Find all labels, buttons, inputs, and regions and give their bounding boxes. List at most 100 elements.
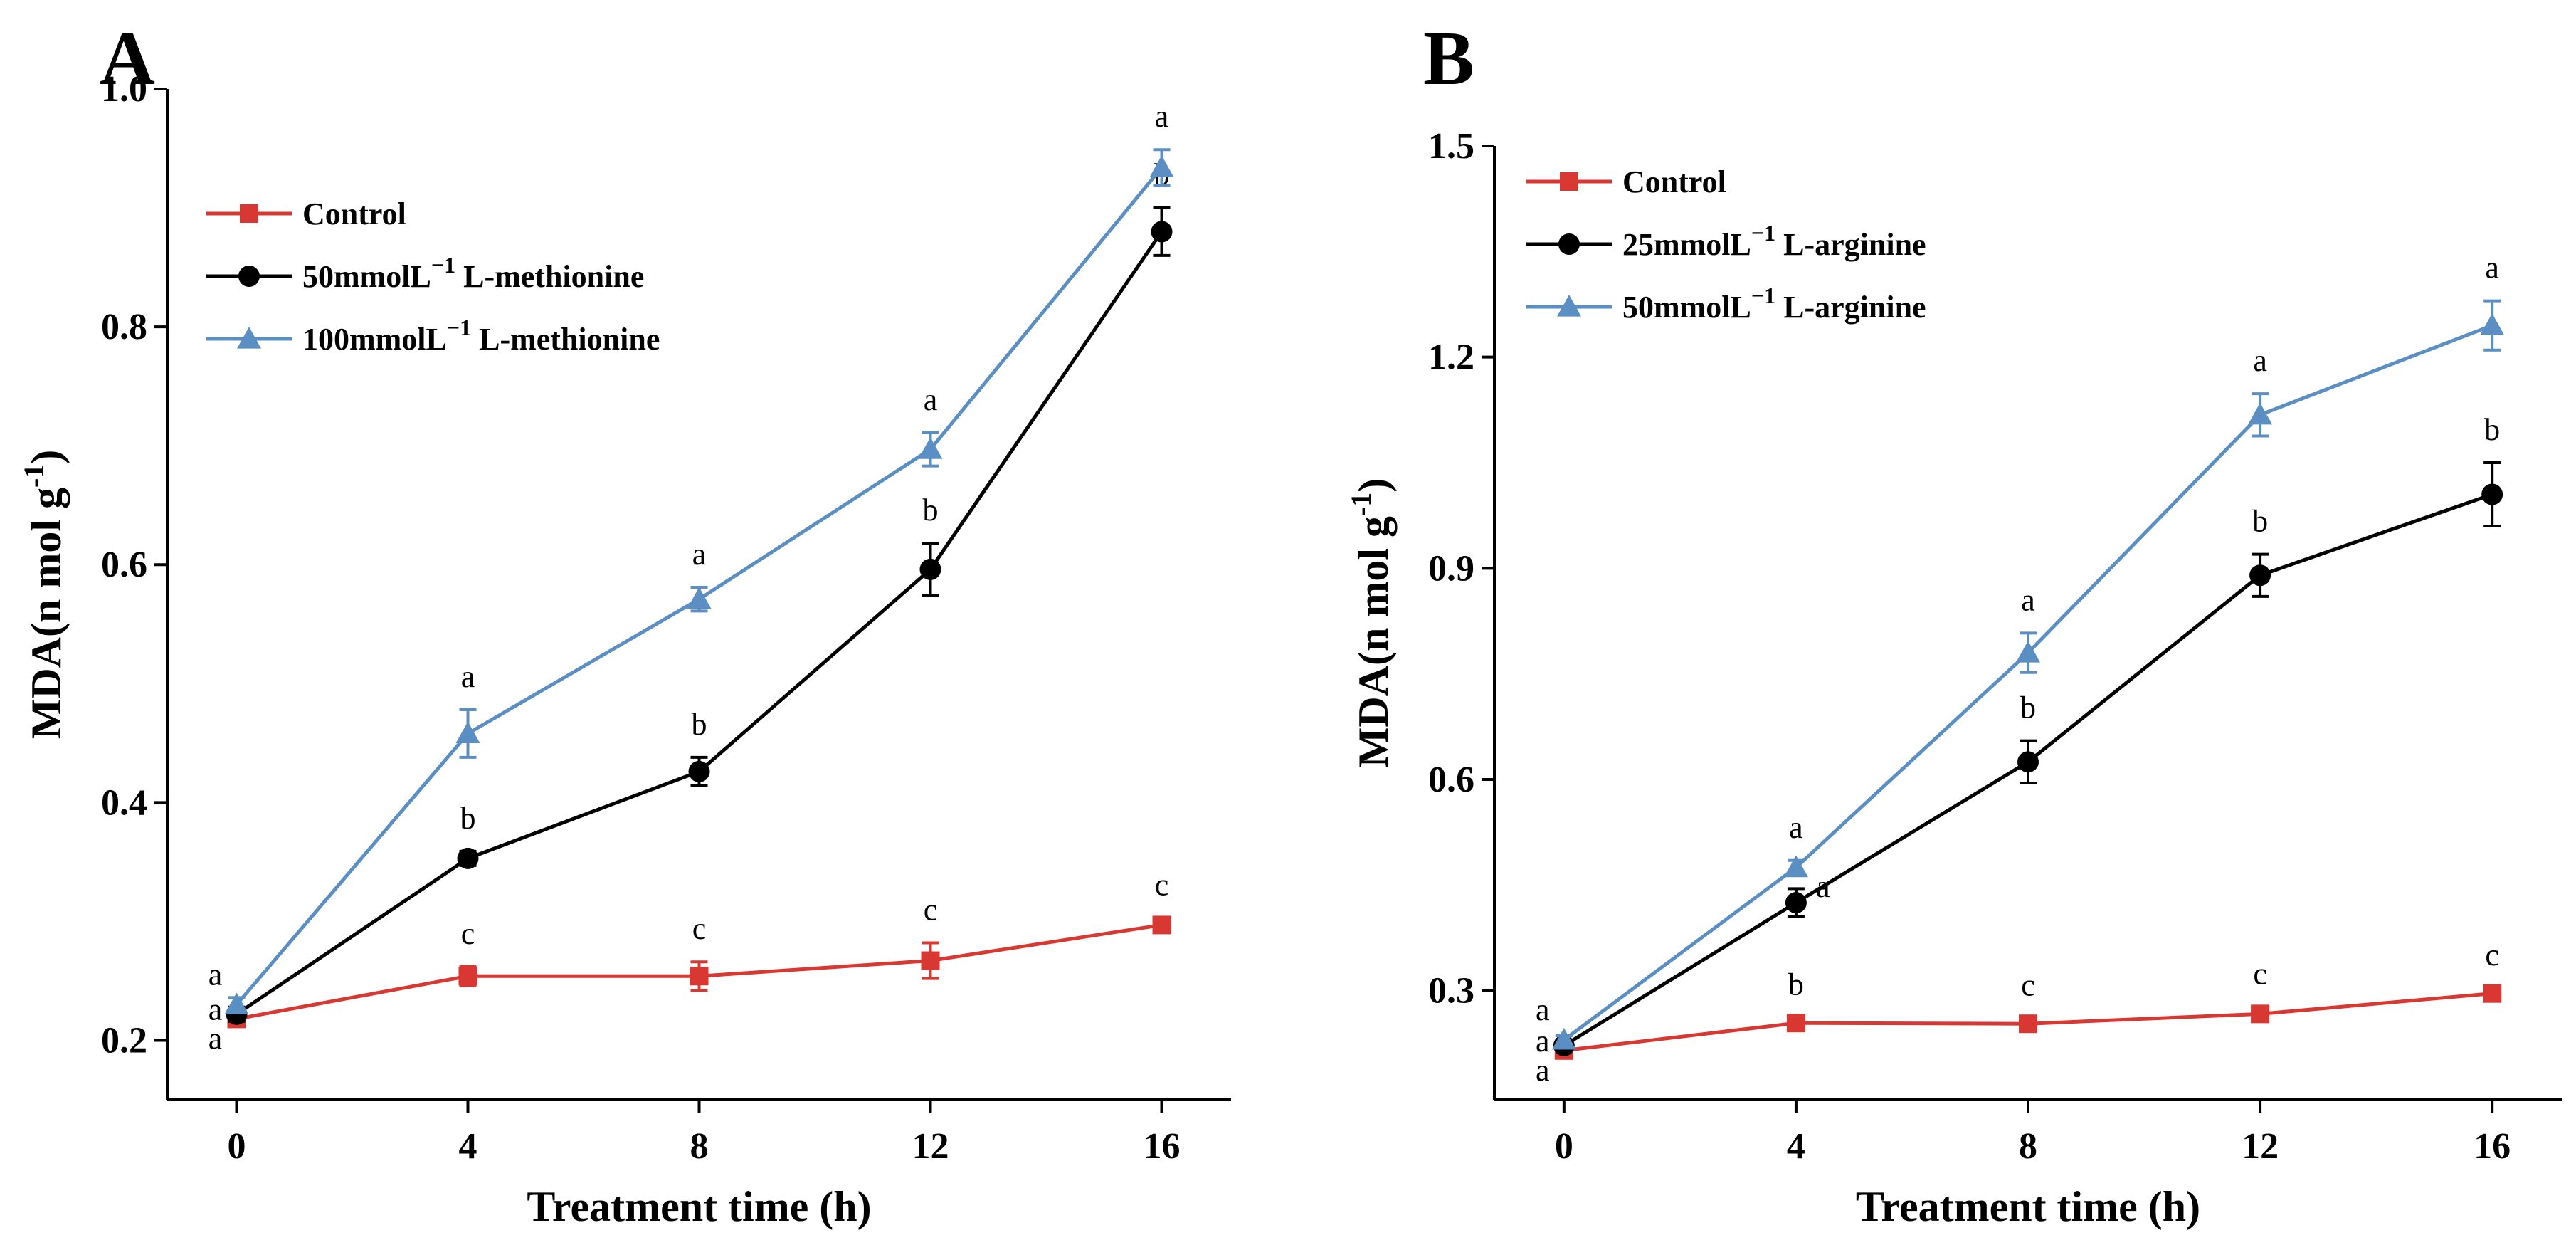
- significance-letter: c: [692, 911, 707, 946]
- data-point: [2249, 564, 2271, 587]
- significance-letter: a: [1536, 1053, 1550, 1088]
- significance-letter: b: [2252, 504, 2268, 539]
- significance-letter: a: [1816, 869, 1830, 904]
- y-axis-title: MDA(n mol g-1): [18, 450, 70, 740]
- data-point: [455, 721, 480, 744]
- data-point: [2248, 402, 2273, 425]
- significance-letter: a: [2485, 251, 2499, 285]
- x-tick-label: 12: [2242, 1126, 2279, 1167]
- significance-letter: b: [2484, 412, 2500, 447]
- significance-letter: a: [1536, 1024, 1550, 1059]
- significance-letter: b: [1788, 967, 1804, 1002]
- data-point: [2016, 641, 2040, 663]
- significance-letter: a: [1155, 99, 1169, 134]
- significance-letter: c: [2485, 938, 2499, 972]
- significance-letter: a: [1536, 992, 1550, 1027]
- legend-marker: [237, 327, 261, 349]
- data-point: [1785, 892, 1807, 914]
- data-point: [1783, 855, 1808, 878]
- y-tick-label: 0.3: [1428, 971, 1474, 1012]
- data-point: [2481, 483, 2503, 505]
- data-point: [224, 992, 249, 1014]
- chart-panel-a: 0.2 0.4 0.6 0.8 1.0 0 4 8 12 16 Treatment time (h)…: [18, 69, 1231, 1230]
- significance-letter: c: [924, 892, 938, 927]
- significance-letter: b: [923, 493, 939, 527]
- significance-letter: a: [1789, 810, 1803, 845]
- legend-marker: [1560, 172, 1578, 191]
- y-tick-label: 0.8: [101, 307, 147, 347]
- legend-label: 50mmolL−1 L-arginine: [1622, 283, 1926, 325]
- data-point: [2019, 1014, 2037, 1034]
- y-tick-label: 0.9: [1428, 548, 1474, 589]
- y-tick-label: 0.4: [101, 782, 147, 823]
- significance-letter: c: [461, 916, 475, 951]
- significance-letter: b: [692, 707, 707, 742]
- data-point: [1551, 1027, 1576, 1050]
- chart-panel-b: 0.3 0.6 0.9 1.2 1.5 0 4 8 12 16 Treatment time (h)…: [1345, 126, 2562, 1230]
- data-point: [1152, 915, 1171, 935]
- data-point: [2017, 751, 2039, 773]
- data-point: [687, 587, 712, 609]
- data-point: [1149, 155, 1174, 177]
- x-tick-label: 16: [1144, 1126, 1181, 1167]
- legend-label: 25mmolL−1 L-arginine: [1622, 220, 1926, 262]
- y-tick-label: 0.6: [101, 545, 147, 585]
- y-tick-label: 1.2: [1428, 337, 1474, 378]
- significance-letter: a: [924, 382, 938, 417]
- significance-letter: a: [208, 1021, 223, 1056]
- series-control: a b c c c: [1536, 938, 2502, 1088]
- x-tick-label: 8: [690, 1126, 709, 1167]
- legend-marker: [240, 204, 258, 223]
- significance-letter: c: [1155, 867, 1169, 902]
- data-point: [688, 760, 710, 782]
- data-point: [918, 437, 943, 459]
- x-tick-label: 0: [1555, 1126, 1573, 1167]
- legend-marker: [1558, 233, 1580, 255]
- significance-letter: a: [208, 957, 223, 992]
- legend-label: 50mmolL−1 L-methionine: [302, 252, 644, 294]
- significance-letter: b: [460, 801, 476, 836]
- significance-letter: a: [2253, 343, 2267, 378]
- data-point: [2483, 984, 2502, 1003]
- series-control: a c c c c: [208, 867, 1171, 1056]
- x-tick-label: 12: [912, 1126, 949, 1167]
- legend-label: 100mmolL−1 L-methionine: [302, 315, 660, 357]
- significance-letter: c: [2021, 967, 2035, 1002]
- significance-letter: a: [461, 659, 475, 694]
- data-point: [919, 558, 941, 580]
- y-tick-label: 0.6: [1428, 760, 1474, 800]
- x-axis-title: Treatment time (h): [527, 1183, 871, 1230]
- data-point: [1786, 1014, 1805, 1033]
- legend-marker: [238, 266, 260, 287]
- y-tick-label: 1.0: [101, 69, 147, 110]
- data-point: [2251, 1004, 2270, 1024]
- panel-label-b: B: [1423, 16, 1474, 101]
- significance-letter: a: [2021, 582, 2035, 617]
- x-tick-label: 4: [1787, 1126, 1805, 1167]
- data-point: [457, 847, 479, 869]
- significance-letter: a: [208, 992, 223, 1027]
- x-tick-label: 16: [2474, 1126, 2511, 1167]
- data-point: [2480, 313, 2505, 335]
- significance-letter: c: [2253, 956, 2267, 991]
- x-tick-label: 4: [459, 1126, 477, 1167]
- x-axis-title: Treatment time (h): [1856, 1183, 2200, 1230]
- significance-letter: b: [2020, 690, 2036, 725]
- y-tick-label: 1.5: [1428, 126, 1474, 167]
- significance-letter: a: [692, 537, 707, 572]
- data-point: [690, 967, 709, 986]
- legend-label: Control: [302, 196, 406, 231]
- series-line: [1563, 323, 2493, 1041]
- x-tick-label: 8: [2019, 1126, 2037, 1167]
- legend-marker: [1557, 295, 1581, 317]
- data-point: [1151, 221, 1173, 243]
- panel-label-a: A: [100, 16, 155, 101]
- data-point: [458, 967, 477, 986]
- series-100mmoll-1-l-methionine: a a a a a: [208, 99, 1174, 1014]
- y-axis-title: MDA(n mol g-1): [1345, 478, 1397, 768]
- y-tick-label: 0.2: [101, 1020, 147, 1061]
- legend-label: Control: [1622, 164, 1726, 199]
